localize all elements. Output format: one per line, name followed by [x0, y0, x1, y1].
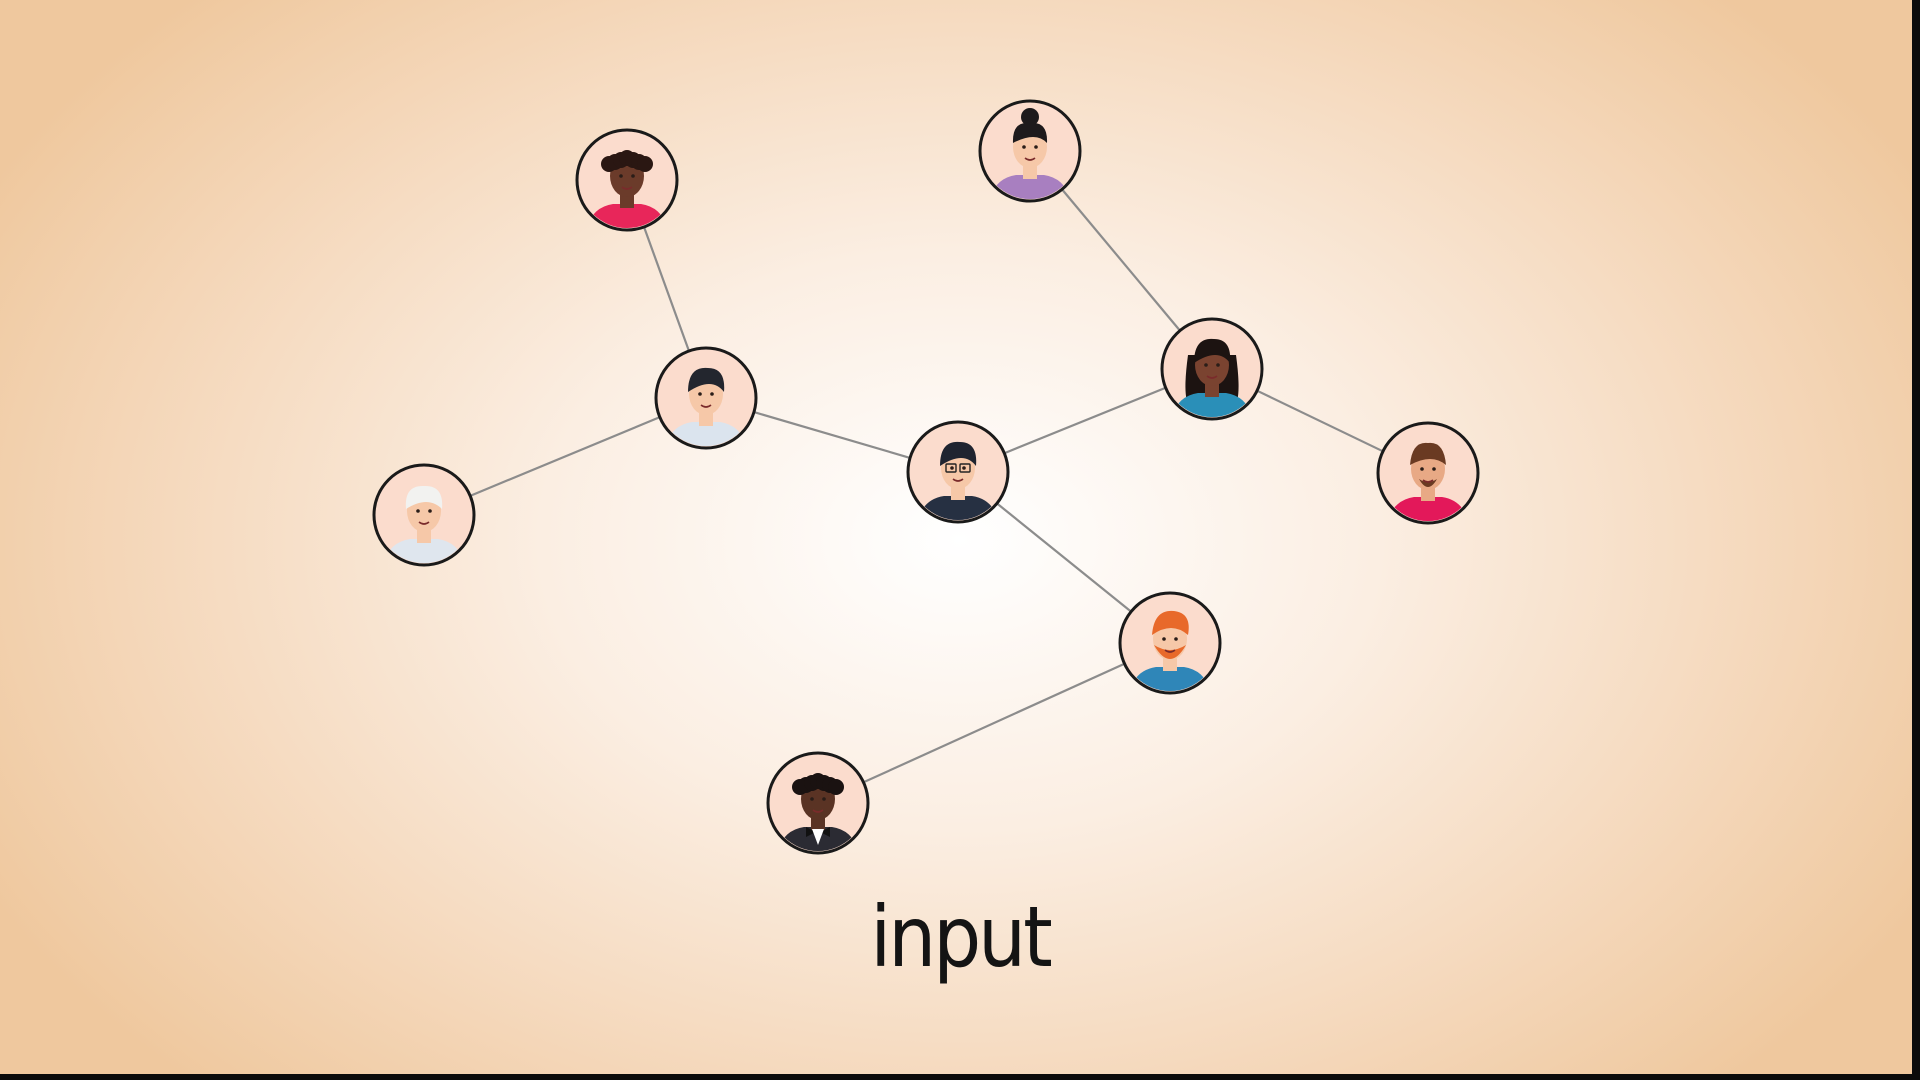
man-bow-tie-icon [766, 751, 870, 855]
edge-n8-n9 [863, 662, 1125, 784]
edge-n1-n3 [643, 226, 690, 352]
man-beard-icon [1376, 421, 1480, 525]
edge-n3-n6 [753, 411, 911, 459]
woman-curly-dark-hair-icon [575, 128, 679, 232]
man-glasses-smiling-icon [906, 420, 1010, 524]
edge-n2-n4 [1061, 188, 1181, 332]
woman-long-dark-hair-icon [1160, 317, 1264, 421]
woman-hair-bun-icon [978, 99, 1082, 203]
man-ginger-beard-icon [1118, 591, 1222, 695]
node-layer [372, 99, 1480, 855]
diagram-caption: input [870, 888, 1052, 986]
frame-edge [1912, 0, 1920, 1080]
edge-n6-n8 [996, 502, 1132, 613]
elderly-person-white-hair-icon [372, 463, 476, 567]
edge-n3-n5 [469, 416, 661, 497]
edge-layer [469, 188, 1384, 784]
edge-n6-n4 [1003, 386, 1167, 455]
edge-n4-n7 [1256, 389, 1384, 453]
person-short-dark-hair-icon [654, 346, 758, 450]
